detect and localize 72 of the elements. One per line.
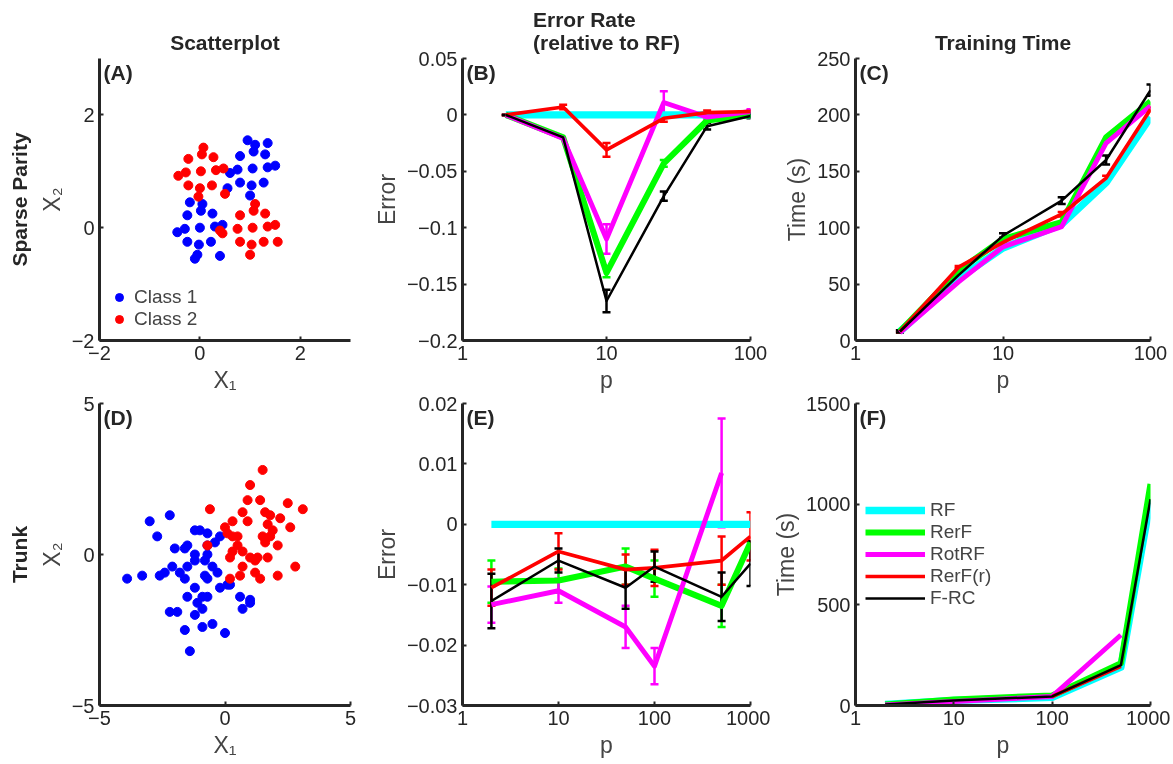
x-tick-label: 5 bbox=[344, 706, 357, 729]
y-axis-title: X₂ bbox=[38, 187, 65, 212]
y-tick-label: 50 bbox=[828, 273, 851, 296]
legend-label: Class 2 bbox=[134, 308, 198, 330]
x-tick-label: 100 bbox=[1133, 341, 1168, 364]
y-tick-label: 0 bbox=[83, 216, 95, 239]
annotation: (B) bbox=[466, 60, 496, 84]
y-axis-title: Error bbox=[373, 173, 400, 226]
annotation: (F) bbox=[859, 405, 887, 429]
y-tick-label: −0.05 bbox=[406, 160, 458, 183]
y-tick-label: 100 bbox=[817, 216, 851, 239]
y-tick-label: 2 bbox=[83, 103, 95, 126]
x-axis-title: p bbox=[996, 731, 1010, 758]
y-tick-label: 200 bbox=[817, 103, 851, 126]
chart-title: Error Rate (relative to RF) bbox=[532, 7, 681, 54]
legend-label: RF bbox=[930, 499, 956, 521]
annotation: (D) bbox=[103, 405, 133, 429]
x-axis-title: X₁ bbox=[213, 366, 237, 393]
text: Trunk bbox=[7, 525, 31, 584]
chart-title: Scatterplot bbox=[170, 30, 280, 54]
x-tick-label: 100 bbox=[733, 341, 768, 364]
x-tick-label: 1 bbox=[849, 341, 862, 364]
y-tick-label: −0.1 bbox=[418, 216, 458, 239]
x-tick-label: 10 bbox=[595, 341, 618, 364]
y-tick-label: −0.2 bbox=[418, 329, 458, 352]
x-tick-label: 10 bbox=[547, 706, 570, 729]
x-tick-label: 10 bbox=[991, 341, 1015, 364]
x-tick-label: 1 bbox=[456, 341, 469, 364]
y-tick-label: 0.05 bbox=[418, 47, 458, 70]
y-axis-title: Time (s) bbox=[784, 157, 811, 242]
x-tick-label: 1000 bbox=[726, 706, 771, 729]
annotation: (E) bbox=[466, 405, 495, 429]
y-axis-title: Time (s) bbox=[773, 512, 800, 597]
x-tick-label: 2 bbox=[294, 341, 306, 364]
y-tick-label: 500 bbox=[817, 593, 851, 616]
annotation: (C) bbox=[859, 60, 889, 84]
legend-label: Class 1 bbox=[134, 286, 198, 308]
chart-title: Training Time bbox=[934, 30, 1072, 54]
y-tick-label: 0.01 bbox=[418, 452, 458, 475]
y-tick-label: −0.15 bbox=[406, 273, 458, 296]
x-tick-label: 100 bbox=[1035, 706, 1069, 729]
y-axis-title: Error bbox=[373, 528, 400, 581]
y-tick-label: 150 bbox=[817, 160, 851, 183]
y-tick-label: 250 bbox=[817, 47, 851, 70]
y-tick-label: 1000 bbox=[806, 493, 851, 516]
legend-label: RerF(r) bbox=[930, 565, 992, 587]
x-tick-label: 1 bbox=[456, 706, 469, 729]
x-tick-label: 100 bbox=[637, 706, 672, 729]
text: Sparse Parity bbox=[7, 132, 31, 267]
y-tick-label: 0 bbox=[83, 543, 95, 566]
y-tick-label: 1500 bbox=[806, 392, 851, 415]
x-tick-label: 1000 bbox=[1126, 706, 1171, 729]
annotation: (A) bbox=[103, 60, 133, 84]
y-tick-label: 5 bbox=[83, 392, 95, 415]
y-tick-label: −0.02 bbox=[406, 634, 458, 657]
y-tick-label: 0 bbox=[446, 513, 458, 536]
legend-label: RotRF bbox=[930, 543, 985, 565]
y-tick-label: −0.03 bbox=[406, 694, 458, 717]
y-tick-label: −0.01 bbox=[406, 573, 458, 596]
x-tick-label: 0 bbox=[194, 341, 206, 364]
y-tick-label: 0 bbox=[446, 103, 458, 126]
x-tick-label: 10 bbox=[942, 706, 965, 729]
x-tick-label: 0 bbox=[219, 706, 231, 729]
legend-label: F-RC bbox=[930, 587, 976, 609]
x-axis-title: p bbox=[600, 731, 613, 758]
legend-label: RerF bbox=[930, 521, 973, 543]
x-axis-title: X₁ bbox=[213, 731, 237, 758]
x-tick-label: 1 bbox=[849, 706, 862, 729]
x-axis-title: p bbox=[600, 366, 613, 393]
y-tick-label: 0.02 bbox=[418, 392, 458, 415]
x-axis-title: p bbox=[996, 366, 1010, 393]
y-axis-title: X₂ bbox=[38, 542, 65, 567]
